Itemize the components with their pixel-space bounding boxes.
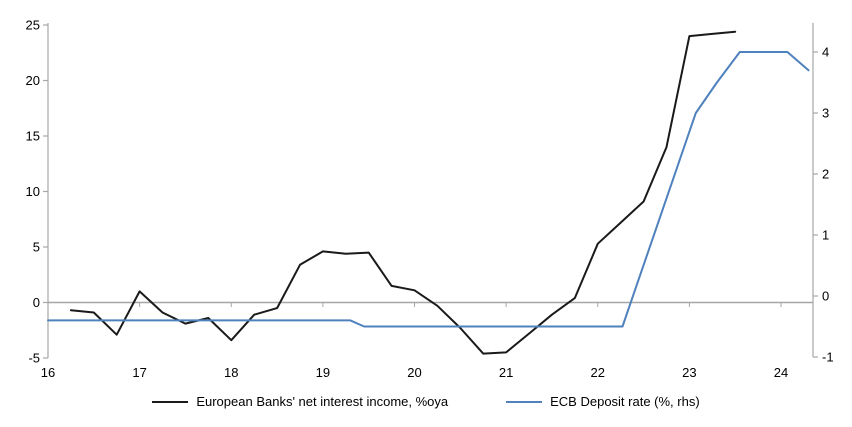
right-axis-tick-label: 4 [822, 45, 829, 60]
left-axis-tick-label: 10 [26, 184, 40, 199]
right-axis-tick-label: 3 [822, 106, 829, 121]
nii-line-swatch [152, 400, 189, 403]
ecb-series-line [47, 51, 810, 328]
right-axis-tick-label: 2 [822, 167, 829, 182]
x-tick-label: 22 [591, 365, 605, 380]
x-tick-label: 20 [407, 365, 421, 380]
legend-item-ecb: ECB Deposit rate (%, rhs) [506, 394, 700, 409]
ecb-line-swatch [506, 400, 543, 403]
left-axis-tick-label: 25 [26, 18, 40, 33]
x-tick-label: 18 [224, 365, 238, 380]
left-axis-tick-label: -5 [28, 351, 40, 366]
x-tick-label: 16 [41, 365, 55, 380]
x-tick-label: 21 [499, 365, 513, 380]
legend-item-nii: European Banks' net interest income, %oy… [152, 394, 448, 409]
right-axis-tick-label: 1 [822, 228, 829, 243]
right-axis-tick-label: -1 [822, 350, 834, 365]
legend-label-nii: European Banks' net interest income, %oy… [196, 394, 449, 409]
x-tick-label: 17 [132, 365, 146, 380]
left-axis-tick-label: 0 [33, 295, 40, 310]
x-tick-label: 19 [316, 365, 330, 380]
x-tick-label: 24 [774, 365, 788, 380]
left-axis-tick-label: 5 [33, 240, 40, 255]
left-axis-tick-label: 20 [26, 73, 40, 88]
legend: European Banks' net interest income, %oy… [0, 394, 852, 409]
nii-series-line [69, 30, 737, 355]
x-tick-label: 23 [682, 365, 696, 380]
legend-label-ecb: ECB Deposit rate (%, rhs) [550, 394, 700, 409]
left-axis-tick-label: 15 [26, 129, 40, 144]
right-axis-tick-label: 0 [822, 289, 829, 304]
